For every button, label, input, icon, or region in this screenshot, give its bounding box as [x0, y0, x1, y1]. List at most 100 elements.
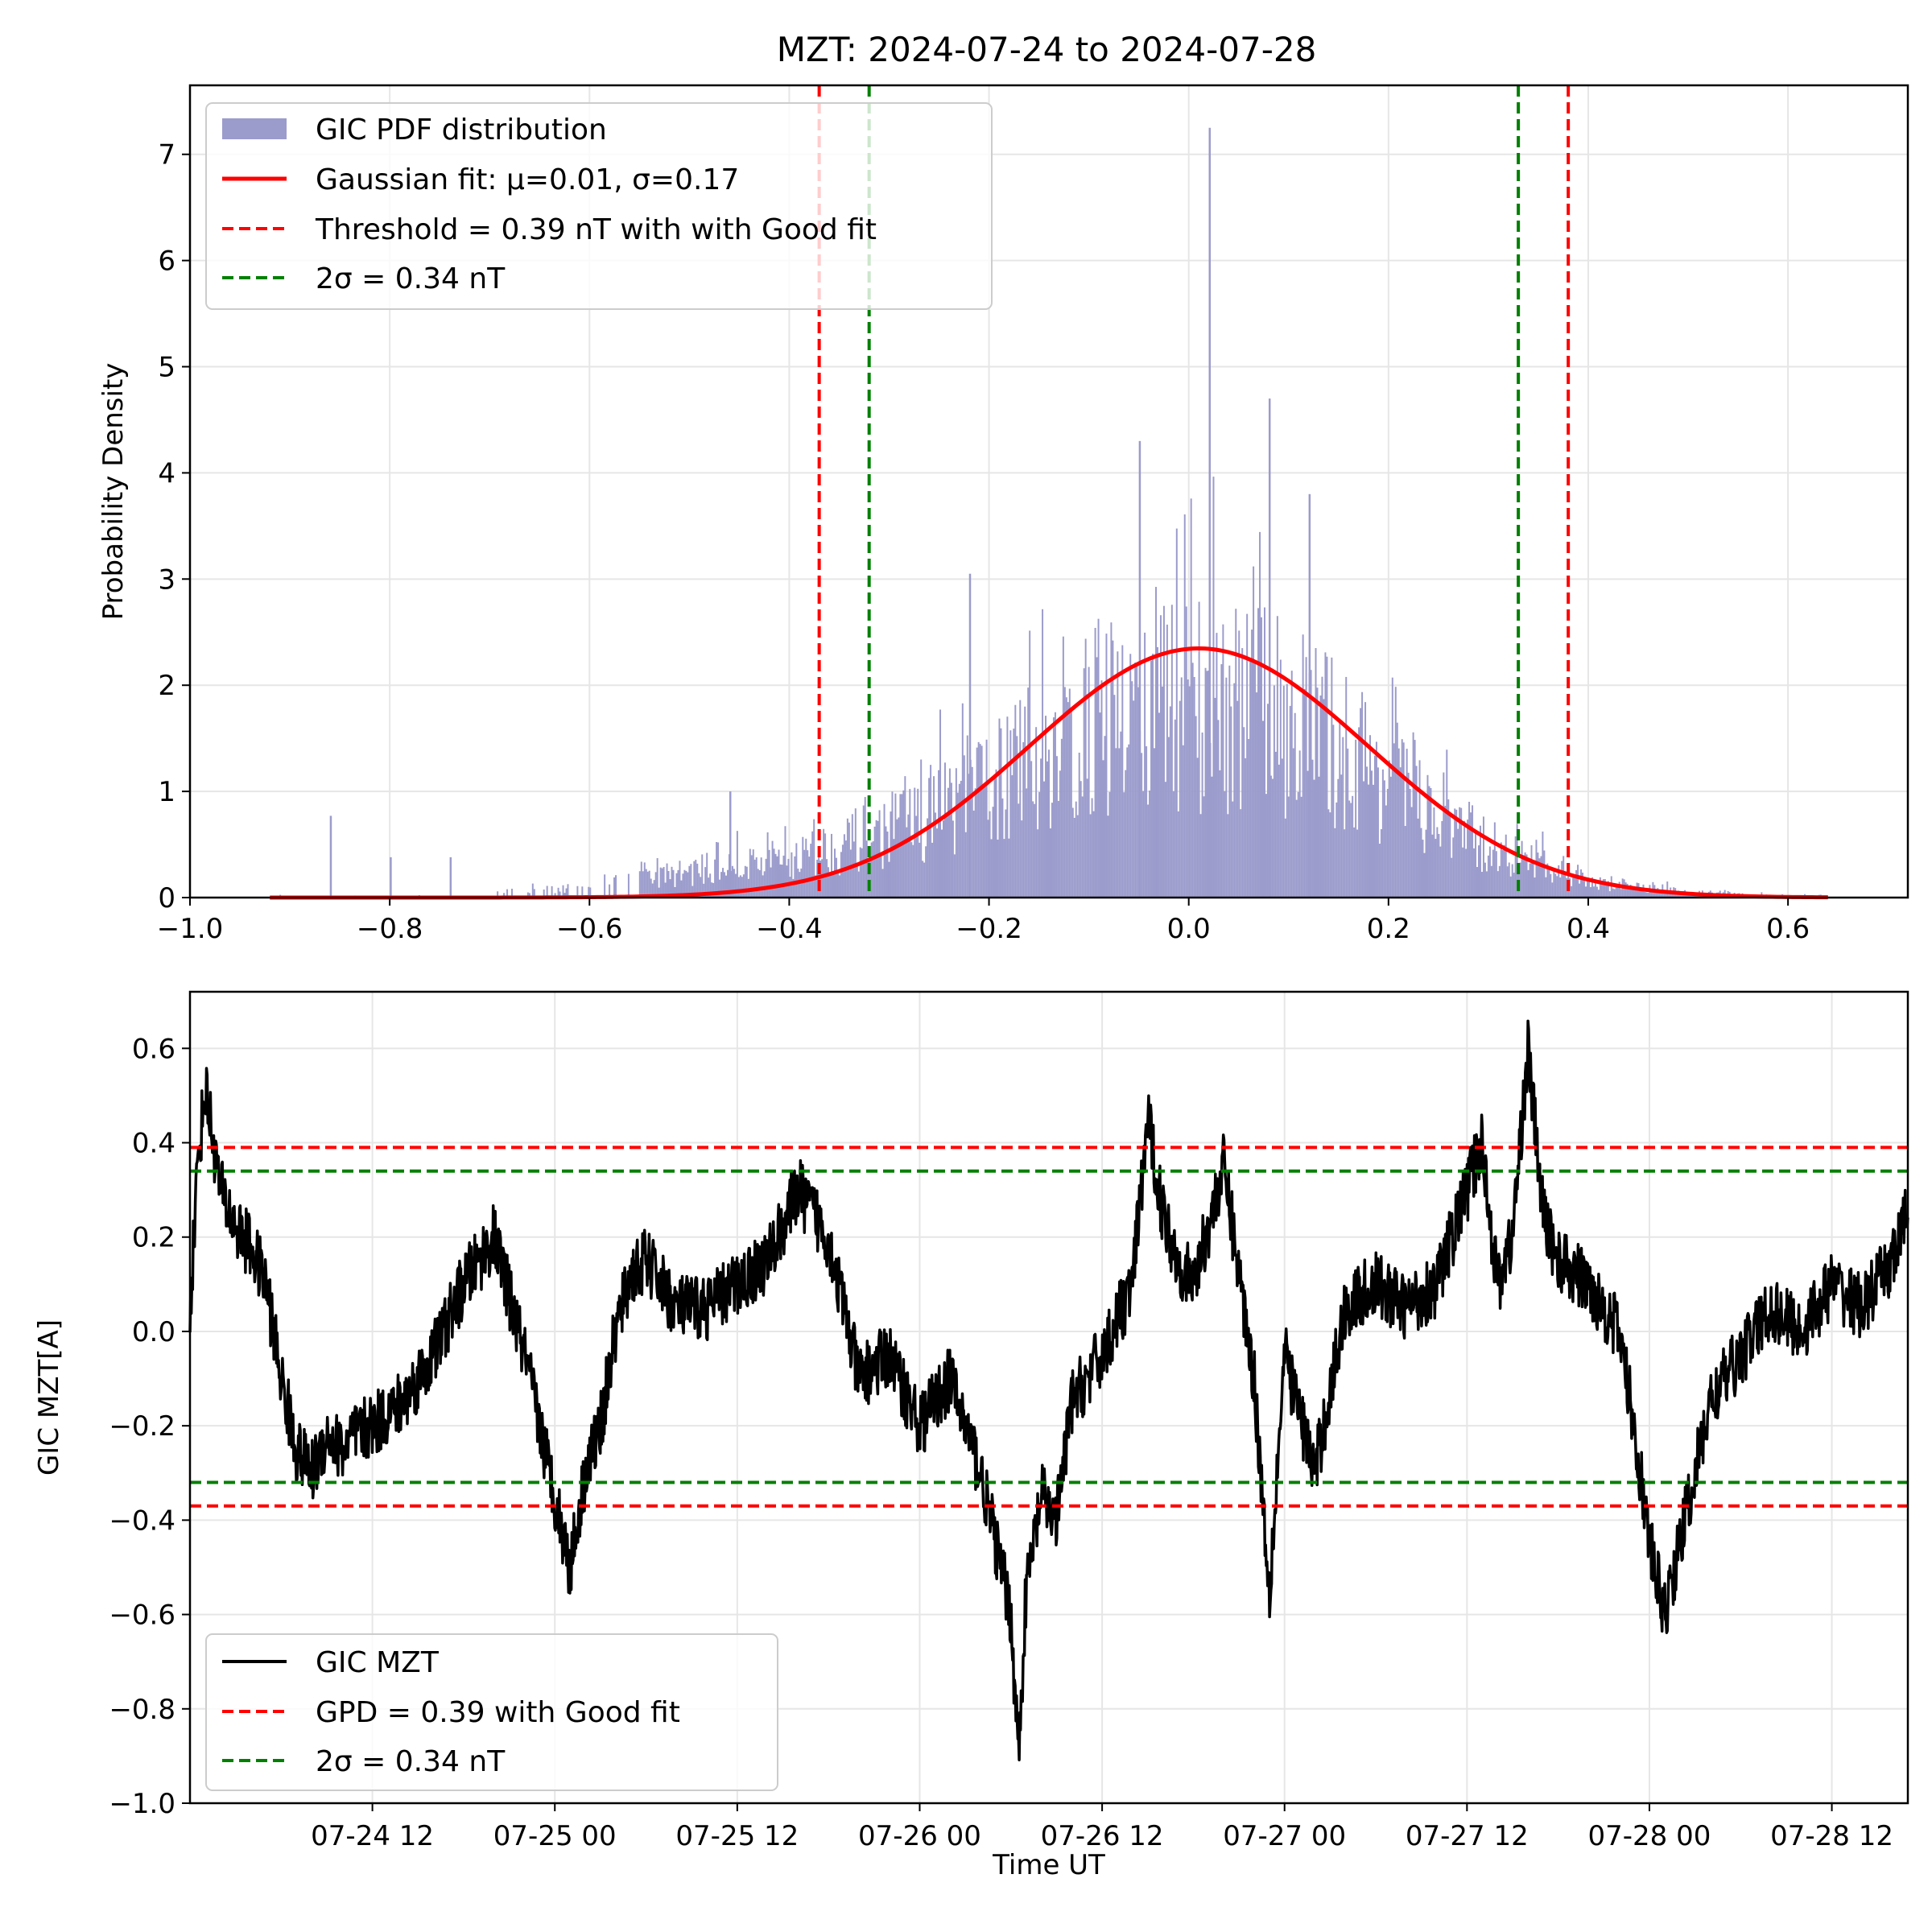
hist-bar-573 [1503, 844, 1505, 898]
hist-bar-158 [840, 852, 842, 898]
hist-bar-107 [758, 869, 761, 898]
hist-bar-145 [819, 860, 822, 898]
hist-bar-77 [711, 882, 713, 898]
hist-bar-496 [1380, 829, 1382, 898]
hist-bar-510 [1402, 742, 1405, 898]
hist-bar-240 [971, 766, 973, 898]
hist-bar-586 [1524, 852, 1526, 898]
hist-bar-306 [1076, 815, 1079, 898]
hist-bar-379 [1193, 676, 1195, 898]
hist-bar-111 [765, 858, 767, 898]
hist-bar-633 [1599, 877, 1601, 898]
hist-bar-643 [1615, 886, 1617, 898]
ts-legend-box [205, 1633, 778, 1791]
hist-plot-frame [188, 84, 1909, 899]
hist-bar-201 [909, 789, 911, 898]
hist-bar-460 [1323, 699, 1325, 898]
hist-bar-329 [1113, 695, 1116, 898]
hist-bar-296 [1060, 738, 1063, 898]
hist-bar-618 [1575, 869, 1578, 898]
hist-bar-535 [1443, 772, 1445, 898]
hist-bar-617 [1574, 876, 1576, 898]
hist-bar-202 [910, 842, 913, 898]
hist-bar-352 [1150, 660, 1153, 898]
hist-bar-129 [794, 856, 796, 898]
hist-bar-502 [1389, 776, 1392, 898]
hist-bar-357 [1158, 712, 1160, 898]
hist-bar-511 [1404, 826, 1406, 898]
hist-bar-76 [709, 873, 712, 898]
hist-bar-219 [938, 770, 940, 898]
hist-bar-130 [795, 843, 798, 898]
hist-bar-561 [1484, 862, 1486, 898]
hist-bar-665 [1650, 890, 1653, 898]
hist-bar-231 [956, 792, 959, 898]
hist-bar-501 [1388, 760, 1390, 898]
hist-bar-274 [1026, 788, 1028, 898]
hist-bar-99 [745, 866, 748, 898]
hist-bar-520 [1418, 760, 1421, 898]
hist-bar-506 [1396, 722, 1398, 898]
gic-series-line [188, 1019, 1909, 1761]
hist-bar-553 [1472, 805, 1474, 898]
hist-bar-256 [997, 839, 999, 898]
hist-bar-292 [1054, 712, 1056, 898]
hist-bar-609 [1561, 861, 1563, 898]
hist-bar-210 [923, 862, 926, 898]
hist-bar-606 [1556, 876, 1558, 898]
hist-bar-383 [1199, 814, 1202, 898]
hist-bar-529 [1433, 807, 1435, 898]
hist-bar-530 [1435, 839, 1437, 898]
hist-bar-533 [1439, 846, 1442, 898]
hist-bar-363 [1167, 737, 1170, 898]
hist-bar-90 [731, 865, 733, 898]
hist-bar-514 [1409, 788, 1411, 898]
hist-bar-652 [1629, 885, 1632, 898]
hist-bar-170 [859, 847, 861, 898]
hist-bar-423 [1263, 607, 1265, 898]
ts-xtick-label-4: 07-26 12 [1041, 1820, 1164, 1852]
hist-bar-540 [1451, 857, 1453, 898]
hist-bar-70 [700, 877, 702, 898]
hist-bar-241 [972, 810, 975, 898]
hist-bar-43 [656, 857, 658, 898]
hist-spike-0 [329, 815, 332, 898]
hist-bar-284 [1042, 609, 1044, 898]
hist-xtick-label-4: −0.2 [956, 913, 1022, 945]
hist-bar-148 [824, 833, 827, 898]
hist-ylabel: Probability Density [97, 363, 130, 621]
hist-bar-44 [658, 887, 660, 898]
hist-bar-402 [1230, 706, 1232, 898]
hist-bar-370 [1179, 700, 1181, 898]
hist-bar-500 [1386, 788, 1389, 898]
hist-bar-549 [1465, 848, 1468, 898]
hist-bar-532 [1438, 833, 1440, 898]
hist-bar-624 [1585, 886, 1587, 898]
hist-bar-60 [683, 869, 686, 898]
hist-bar-303 [1071, 807, 1074, 898]
hist-bar-650 [1626, 883, 1629, 898]
hist-bar-281 [1037, 829, 1039, 898]
ts-plot-frame [188, 990, 1909, 1805]
hist-bar-263 [1008, 838, 1010, 898]
hist-bar-486 [1364, 702, 1367, 898]
hist-bar-280 [1035, 727, 1038, 898]
hist-bar-466 [1332, 724, 1335, 898]
hist-bar-95 [739, 875, 741, 898]
hist-bar-315 [1091, 798, 1093, 898]
hist-bar-368 [1175, 528, 1178, 898]
hist-bar-277 [1030, 761, 1033, 898]
hist-bar-269 [1018, 803, 1020, 898]
hist-bar-429 [1273, 685, 1275, 898]
hist-bar-632 [1597, 890, 1600, 898]
hist-bar-265 [1011, 774, 1013, 898]
hist-bar-335 [1123, 792, 1125, 898]
hist-bar-484 [1361, 691, 1364, 898]
hist-bar-132 [799, 872, 801, 898]
hist-bar-348 [1144, 632, 1146, 898]
hist-bar-372 [1182, 745, 1184, 898]
hist-bar-36 [645, 869, 647, 898]
hist-bar-471 [1340, 774, 1343, 898]
hist-bar-101 [749, 848, 751, 898]
hist-bar-319 [1097, 618, 1100, 898]
